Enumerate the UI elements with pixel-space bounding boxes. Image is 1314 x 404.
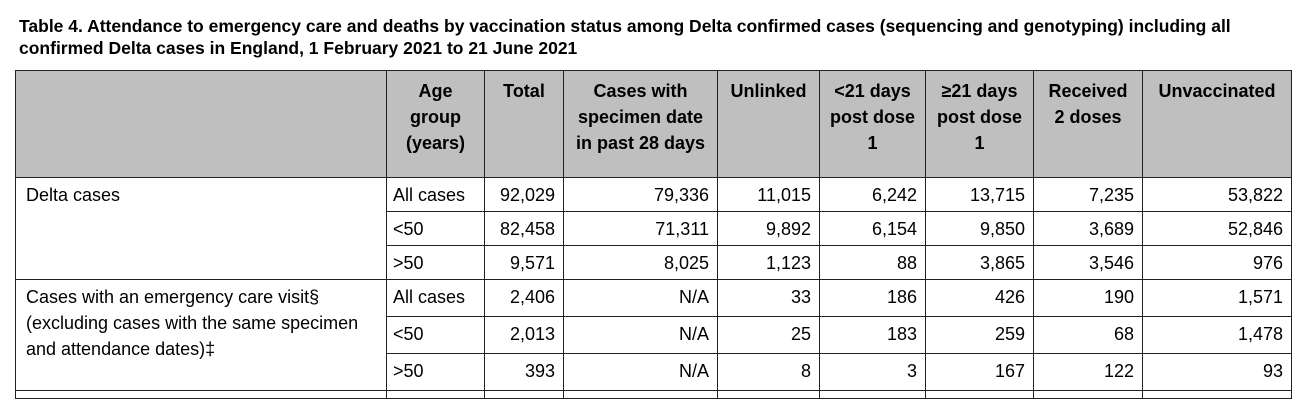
- table-row: Cases with an emergency care visit§ (exc…: [15, 279, 1292, 391]
- value-cell: 1,478: [1142, 316, 1292, 354]
- value-cell: 25: [717, 316, 820, 354]
- column-header: Age group (years): [386, 70, 485, 178]
- value-cell: 93: [1142, 353, 1292, 391]
- empty-cell: [819, 390, 926, 399]
- value-cell: 52,846: [1142, 211, 1292, 246]
- column-header: <21 days post dose 1: [819, 70, 926, 178]
- table-row: <50 2,013 N/A 25 183 259 68 1,478: [16, 316, 1292, 354]
- value-cell: 82,458: [484, 211, 564, 246]
- value-cell: 68: [1033, 316, 1143, 354]
- value-cell: 6,154: [819, 211, 926, 246]
- value-cell: 1,123: [717, 245, 820, 280]
- age-group-cell: <50: [386, 211, 485, 246]
- value-cell: 9,850: [925, 211, 1034, 246]
- empty-cell: [925, 390, 1034, 399]
- value-cell: 1,571: [1142, 279, 1292, 317]
- value-cell: 3: [819, 353, 926, 391]
- value-cell: 6,242: [819, 177, 926, 212]
- value-cell: 3,689: [1033, 211, 1143, 246]
- column-header: Unvaccinated: [1142, 70, 1292, 178]
- value-cell: N/A: [563, 353, 718, 391]
- empty-cell: [484, 390, 564, 399]
- empty-cell: [1142, 390, 1292, 399]
- table-row-cut-off: [15, 390, 1292, 399]
- value-cell: N/A: [563, 316, 718, 354]
- value-cell: 8: [717, 353, 820, 391]
- table-title: Table 4. Attendance to emergency care an…: [19, 16, 1231, 58]
- age-group-cell: All cases: [386, 279, 485, 317]
- value-cell: 3,546: [1033, 245, 1143, 280]
- column-header: Cases with specimen date in past 28 days: [563, 70, 718, 178]
- value-cell: 92,029: [484, 177, 564, 212]
- value-cell: 2,406: [484, 279, 564, 317]
- value-cell: 11,015: [717, 177, 820, 212]
- empty-cell: [1033, 390, 1143, 399]
- value-cell: 71,311: [563, 211, 718, 246]
- age-group-cell: >50: [386, 353, 485, 391]
- value-cell: 7,235: [1033, 177, 1143, 212]
- column-header: Total: [484, 70, 564, 178]
- value-cell: 426: [925, 279, 1034, 317]
- value-cell: 190: [1033, 279, 1143, 317]
- value-cell: 259: [925, 316, 1034, 354]
- attendance-table: Age group (years) Total Cases with specime…: [15, 70, 1292, 399]
- value-cell: 13,715: [925, 177, 1034, 212]
- table-row: <50 82,458 71,311 9,892 6,154 9,850 3,689 52,84…: [16, 211, 1292, 246]
- table-row: Delta cases All cases 92,029 79,336 11,015 6,…: [15, 177, 1292, 280]
- group-label: Cases with an emergency care visit§ (exc…: [15, 279, 387, 391]
- table-row: >50 9,571 8,025 1,123 88 3,865 3,546 976: [16, 245, 1292, 280]
- age-group-cell: >50: [386, 245, 485, 280]
- table-row: >50 393 N/A 8 3 167 122 93: [16, 353, 1292, 391]
- value-cell: 88: [819, 245, 926, 280]
- header-row: Age group (years) Total Cases with specime…: [15, 70, 1292, 178]
- group-label: Delta cases: [15, 177, 387, 280]
- value-cell: 186: [819, 279, 926, 317]
- column-header: ≥21 days post dose 1: [925, 70, 1034, 178]
- value-cell: 2,013: [484, 316, 564, 354]
- value-cell: 8,025: [563, 245, 718, 280]
- value-cell: 183: [819, 316, 926, 354]
- empty-cell: [15, 390, 387, 399]
- column-header: Received 2 doses: [1033, 70, 1143, 178]
- value-cell: 393: [484, 353, 564, 391]
- value-cell: 122: [1033, 353, 1143, 391]
- value-cell: N/A: [563, 279, 718, 317]
- empty-cell: [717, 390, 820, 399]
- age-group-cell: All cases: [386, 177, 485, 212]
- column-header: Unlinked: [717, 70, 820, 178]
- value-cell: 33: [717, 279, 820, 317]
- value-cell: 79,336: [563, 177, 718, 212]
- column-header: [15, 70, 387, 178]
- value-cell: 976: [1142, 245, 1292, 280]
- value-cell: 9,892: [717, 211, 820, 246]
- value-cell: 53,822: [1142, 177, 1292, 212]
- age-group-cell: <50: [386, 316, 485, 354]
- empty-cell: [386, 390, 485, 399]
- value-cell: 167: [925, 353, 1034, 391]
- value-cell: 3,865: [925, 245, 1034, 280]
- empty-cell: [563, 390, 718, 399]
- value-cell: 9,571: [484, 245, 564, 280]
